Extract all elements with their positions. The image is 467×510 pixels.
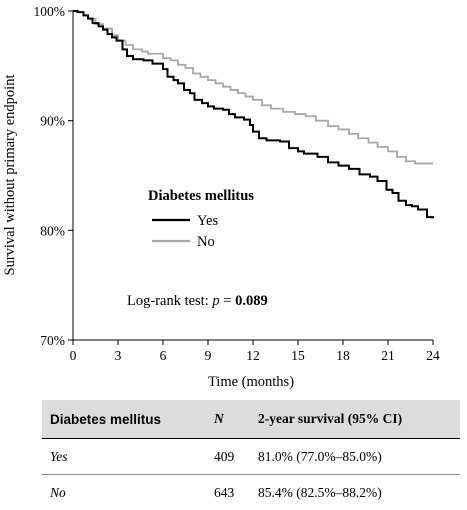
x-tick-label: 6 bbox=[160, 348, 167, 363]
x-tick-label: 15 bbox=[291, 348, 305, 363]
survival-chart: 70% 80% 90% 100% 0 3 6 9 12 15 18 21 24 Time (months… bbox=[0, 0, 467, 400]
legend: Diabetes mellitus Yes No bbox=[148, 188, 254, 250]
y-tick-label: 80% bbox=[40, 223, 65, 238]
x-axis-title: Time (months) bbox=[208, 374, 294, 390]
x-tick-label: 21 bbox=[381, 348, 395, 363]
y-tick-label: 100% bbox=[34, 4, 66, 19]
p-value: 0.089 bbox=[235, 293, 268, 309]
table-header-row: Diabetes mellitus N 2-year survival (95%… bbox=[42, 400, 460, 439]
p-equals: = bbox=[220, 293, 235, 309]
y-tick-label: 70% bbox=[40, 333, 65, 348]
p-symbol: p bbox=[211, 293, 219, 309]
tick-labels: 70% 80% 90% 100% 0 3 6 9 12 15 18 21 24 bbox=[34, 4, 441, 363]
row-survival: 85.4% (82.5%–88.2%) bbox=[250, 475, 460, 510]
x-tick-label: 24 bbox=[426, 348, 440, 363]
log-rank-prefix: Log-rank test: bbox=[127, 293, 212, 309]
y-tick-label: 90% bbox=[40, 114, 65, 129]
row-group: No bbox=[42, 475, 190, 510]
row-group: Yes bbox=[42, 439, 190, 475]
survival-table: Diabetes mellitus N 2-year survival (95%… bbox=[42, 400, 460, 510]
row-n: 643 bbox=[190, 475, 250, 510]
table-row: Yes 409 81.0% (77.0%–85.0%) bbox=[42, 439, 460, 475]
row-survival: 81.0% (77.0%–85.0%) bbox=[250, 439, 460, 475]
header-group: Diabetes mellitus bbox=[42, 400, 190, 439]
table-row: No 643 85.4% (82.5%–88.2%) bbox=[42, 475, 460, 510]
x-tick-label: 0 bbox=[70, 348, 77, 363]
x-tick-label: 9 bbox=[205, 348, 212, 363]
x-tick-label: 12 bbox=[246, 348, 260, 363]
header-survival: 2-year survival (95% CI) bbox=[250, 400, 460, 439]
log-rank-annotation: Log-rank test: p = 0.089 bbox=[127, 293, 268, 309]
x-tick-label: 18 bbox=[336, 348, 350, 363]
row-n: 409 bbox=[190, 439, 250, 475]
legend-title: Diabetes mellitus bbox=[148, 188, 254, 204]
legend-label-yes: Yes bbox=[197, 213, 218, 229]
x-tick-label: 3 bbox=[115, 348, 122, 363]
legend-label-no: No bbox=[197, 234, 215, 250]
y-axis-title: Survival without primary endpoint bbox=[2, 75, 18, 276]
series-line-no bbox=[73, 11, 433, 163]
header-n: N bbox=[190, 400, 250, 439]
